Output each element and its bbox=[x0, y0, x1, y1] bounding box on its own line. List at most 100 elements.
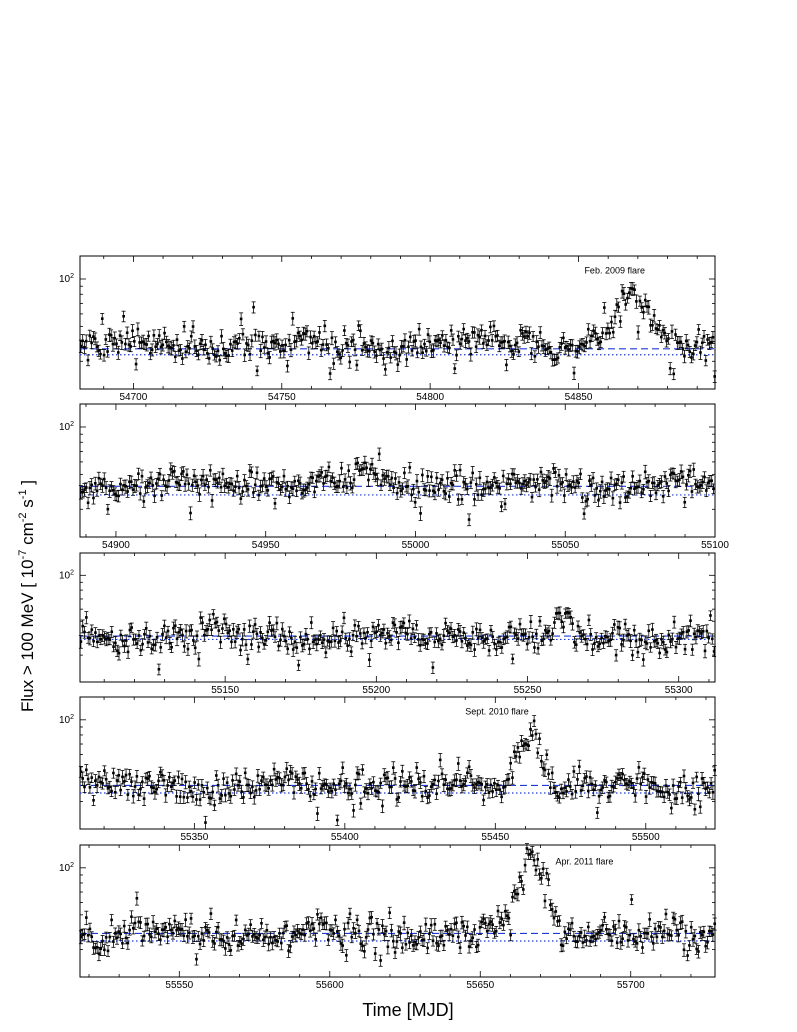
data-point bbox=[259, 918, 264, 929]
data-point bbox=[414, 620, 419, 631]
data-point bbox=[679, 628, 684, 640]
data-point bbox=[674, 792, 679, 805]
data-point bbox=[538, 466, 543, 478]
data-point bbox=[317, 326, 322, 340]
data-point bbox=[285, 643, 290, 655]
data-point bbox=[531, 473, 536, 486]
data-point bbox=[173, 351, 178, 363]
data-point bbox=[418, 776, 423, 789]
data-point bbox=[606, 791, 611, 803]
data-point bbox=[396, 476, 401, 489]
data-point bbox=[543, 624, 548, 637]
data-point bbox=[82, 928, 87, 940]
data-point bbox=[452, 363, 457, 375]
data-point bbox=[119, 335, 124, 350]
data-point bbox=[363, 341, 368, 354]
data-point bbox=[402, 467, 407, 480]
data-point bbox=[291, 642, 296, 657]
data-point bbox=[432, 918, 437, 931]
data-point bbox=[274, 616, 279, 631]
data-point bbox=[84, 482, 89, 493]
data-point bbox=[634, 294, 639, 309]
data-point bbox=[377, 447, 382, 461]
data-point bbox=[297, 928, 302, 939]
data-point bbox=[383, 363, 388, 376]
data-point bbox=[447, 782, 452, 797]
data-point bbox=[132, 478, 137, 493]
data-point bbox=[420, 790, 425, 803]
data-point bbox=[399, 340, 404, 354]
data-point bbox=[546, 768, 551, 780]
data-point bbox=[267, 351, 272, 365]
data-point bbox=[146, 330, 151, 342]
data-point bbox=[317, 917, 322, 932]
data-point bbox=[144, 621, 149, 636]
data-point bbox=[106, 631, 111, 645]
data-point bbox=[551, 911, 556, 926]
data-point bbox=[365, 627, 370, 638]
data-point bbox=[143, 772, 148, 784]
data-point bbox=[436, 634, 441, 649]
data-point bbox=[425, 470, 430, 484]
data-point bbox=[182, 320, 187, 333]
data-point bbox=[537, 616, 542, 627]
data-point bbox=[463, 775, 468, 787]
data-point bbox=[518, 324, 523, 337]
data-point bbox=[664, 335, 669, 348]
data-point bbox=[78, 485, 83, 500]
data-point bbox=[126, 645, 131, 659]
data-point bbox=[289, 481, 294, 494]
data-point bbox=[380, 799, 385, 814]
data-point bbox=[651, 936, 656, 951]
data-point bbox=[352, 473, 357, 487]
data-point bbox=[415, 347, 420, 359]
data-point bbox=[584, 934, 589, 947]
data-point bbox=[657, 477, 662, 489]
data-point bbox=[142, 629, 147, 640]
data-point bbox=[450, 929, 455, 943]
data-point bbox=[403, 626, 408, 640]
data-point bbox=[712, 370, 717, 383]
data-point bbox=[255, 466, 260, 480]
data-point bbox=[487, 645, 492, 657]
data-point bbox=[120, 937, 125, 949]
data-point bbox=[562, 488, 567, 504]
data-point bbox=[468, 638, 473, 652]
data-point bbox=[463, 632, 468, 645]
data-point bbox=[645, 774, 650, 786]
data-point bbox=[478, 623, 483, 638]
data-point bbox=[245, 930, 250, 942]
data-point bbox=[281, 927, 286, 939]
data-point bbox=[626, 779, 631, 791]
data-point bbox=[285, 480, 290, 492]
data-point bbox=[125, 788, 130, 801]
data-point bbox=[358, 797, 363, 810]
data-point bbox=[235, 470, 240, 483]
data-point bbox=[324, 338, 329, 352]
data-point bbox=[189, 912, 194, 925]
data-point bbox=[483, 634, 488, 645]
data-point bbox=[283, 338, 288, 353]
data-point bbox=[370, 457, 375, 472]
data-point bbox=[369, 335, 374, 347]
data-point bbox=[124, 768, 129, 782]
data-point bbox=[346, 916, 351, 930]
data-point bbox=[701, 625, 706, 639]
data-point bbox=[666, 485, 671, 497]
data-point bbox=[661, 324, 666, 336]
x-tick-label: 55150 bbox=[211, 685, 239, 696]
data-point bbox=[338, 936, 343, 951]
data-point bbox=[494, 477, 499, 489]
data-point bbox=[597, 926, 602, 939]
data-point bbox=[443, 774, 448, 786]
data-point bbox=[342, 780, 347, 793]
data-point bbox=[125, 936, 130, 950]
data-point bbox=[234, 914, 239, 926]
data-point bbox=[279, 778, 284, 793]
data-point bbox=[669, 930, 674, 942]
data-point bbox=[372, 627, 377, 639]
data-point bbox=[658, 921, 663, 934]
data-point bbox=[470, 778, 475, 792]
data-point bbox=[609, 471, 614, 485]
x-tick-label: 55350 bbox=[180, 832, 208, 843]
